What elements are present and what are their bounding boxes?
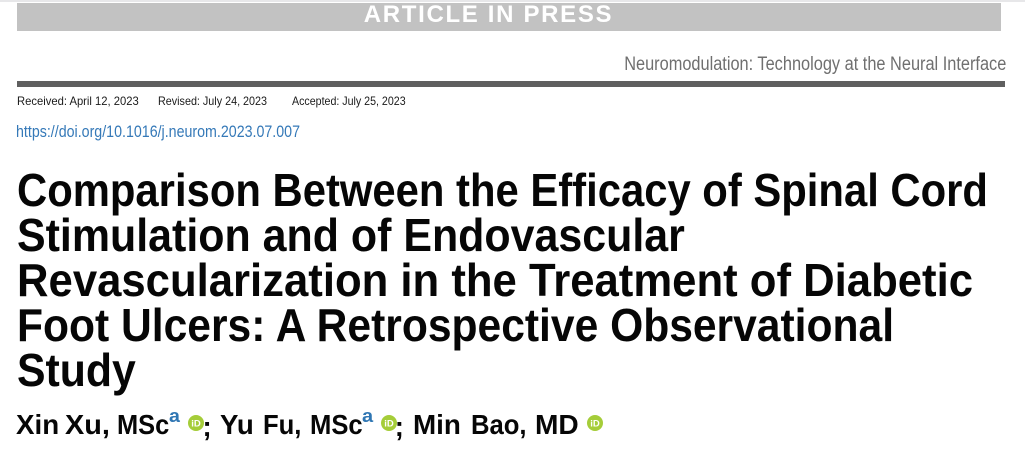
svg-text:iD: iD	[590, 418, 600, 429]
svg-text:iD: iD	[384, 418, 394, 429]
svg-text:iD: iD	[191, 418, 201, 429]
